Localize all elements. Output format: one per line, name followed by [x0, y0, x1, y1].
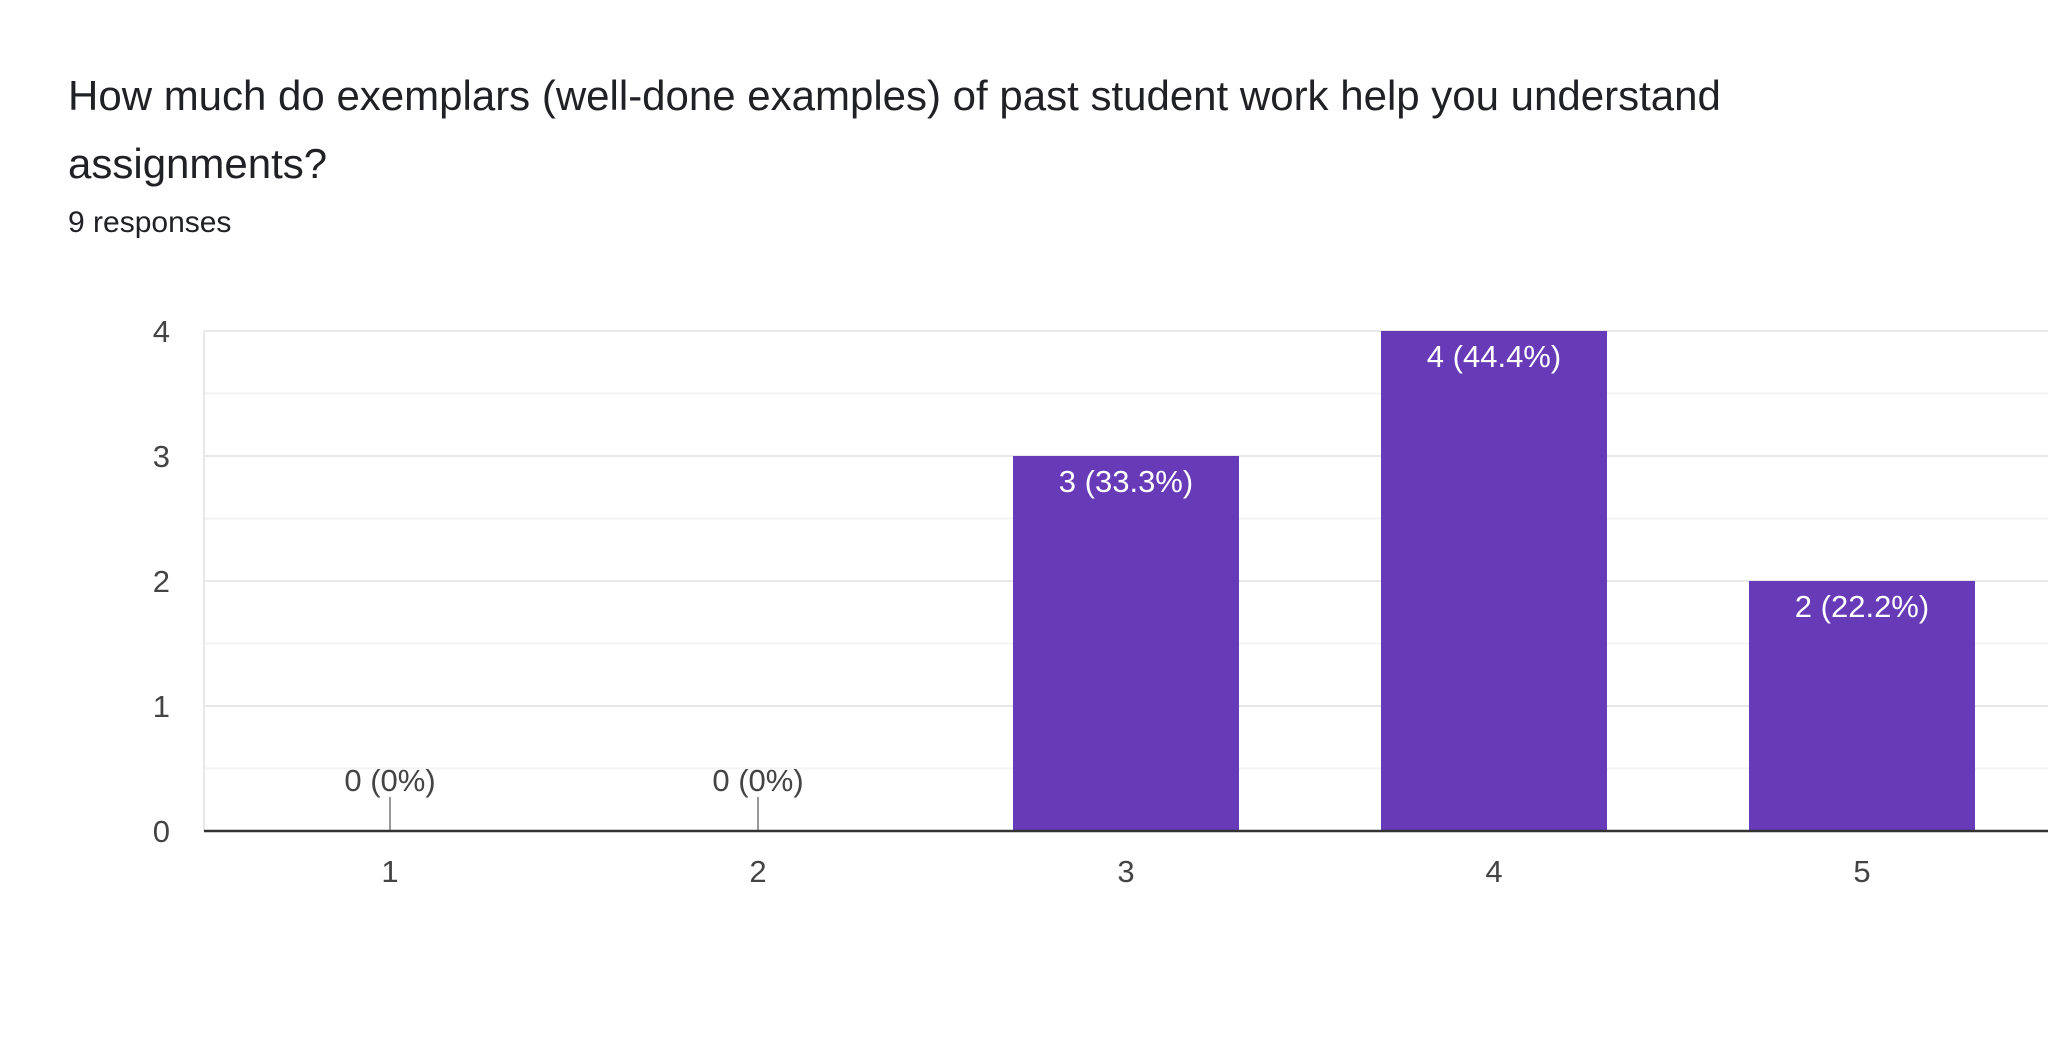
x-tick-label: 3: [1117, 854, 1134, 889]
y-tick-label: 3: [153, 439, 170, 474]
bar-data-label: 2 (22.2%): [1795, 589, 1929, 624]
labels: 0 1 2 3 4 0 (0%) 0 (0%) 3 (33.3%) 4 (44.4%) 2 (22…: [153, 314, 1929, 889]
bar-5: [1749, 581, 1975, 831]
x-tick-label: 5: [1853, 854, 1870, 889]
bar-data-label: 4 (44.4%): [1427, 339, 1561, 374]
y-tick-label: 4: [153, 314, 170, 349]
x-tick-label: 4: [1485, 854, 1502, 889]
question-title: How much do exemplars (well-done example…: [68, 72, 1721, 187]
x-tick-label: 2: [749, 854, 766, 889]
response-count: 9 responses: [68, 206, 232, 239]
bar-data-label: 0 (0%): [712, 763, 803, 798]
bar-data-label: 3 (33.3%): [1059, 464, 1193, 499]
x-tick-label: 1: [381, 854, 398, 889]
bars: [389, 331, 1975, 831]
bar-data-label: 0 (0%): [344, 763, 435, 798]
y-tick-label: 2: [153, 564, 170, 599]
bar-3: [1013, 456, 1239, 831]
bar-4: [1381, 331, 1607, 831]
y-tick-label: 0: [153, 814, 170, 849]
y-tick-label: 1: [153, 689, 170, 724]
